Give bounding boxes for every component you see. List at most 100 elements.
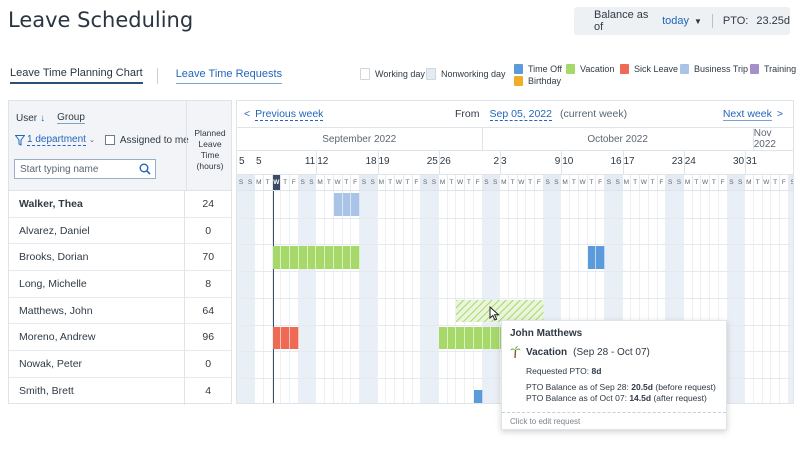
leave-bar-day[interactable] — [281, 326, 290, 350]
day-column[interactable] — [719, 191, 728, 403]
day-column[interactable] — [395, 191, 404, 403]
day-column[interactable] — [675, 191, 684, 403]
day-column[interactable] — [404, 191, 413, 403]
day-column[interactable] — [596, 191, 605, 403]
leave-bar-day[interactable] — [342, 193, 352, 216]
day-column[interactable] — [482, 191, 492, 403]
leave-bar-day[interactable] — [333, 193, 343, 216]
previous-week-label[interactable]: Previous week — [255, 108, 324, 121]
day-column[interactable] — [343, 191, 352, 403]
day-column[interactable] — [649, 191, 658, 403]
day-column[interactable] — [298, 191, 308, 403]
day-column[interactable] — [543, 191, 553, 403]
employee-row[interactable]: Alvarez, Daniel 0 — [9, 217, 231, 245]
leave-bar-day[interactable] — [351, 246, 360, 270]
leave-bar-day[interactable] — [298, 246, 308, 270]
day-column[interactable] — [780, 191, 789, 403]
day-column[interactable] — [237, 191, 246, 403]
day-column[interactable] — [745, 191, 754, 403]
day-column[interactable] — [754, 191, 763, 403]
leave-bar-day[interactable] — [290, 246, 299, 270]
day-column[interactable] — [378, 191, 387, 403]
day-column[interactable] — [788, 191, 793, 403]
day-column[interactable] — [666, 191, 675, 403]
day-column[interactable] — [368, 191, 378, 403]
search-icon[interactable] — [139, 163, 151, 175]
day-column[interactable] — [701, 191, 710, 403]
day-column[interactable] — [264, 191, 273, 403]
leave-bar-day[interactable] — [596, 246, 605, 270]
day-column[interactable] — [561, 191, 570, 403]
balance-date-select[interactable]: today — [662, 15, 690, 27]
employee-row[interactable]: Brooks, Dorian 70 — [9, 244, 231, 272]
search-input[interactable] — [15, 163, 133, 175]
leave-bar-day[interactable] — [473, 326, 483, 350]
day-column[interactable] — [307, 191, 317, 403]
leave-bar-day[interactable] — [482, 326, 492, 350]
tab-planning-chart[interactable]: Leave Time Planning Chart — [10, 67, 143, 84]
day-column[interactable] — [316, 191, 325, 403]
leave-bar-day[interactable] — [438, 326, 448, 350]
leave-tooltip[interactable]: John Matthews Vacation (Sep 28 - Oct 07)… — [501, 320, 727, 430]
leave-bar-day[interactable] — [456, 326, 465, 350]
day-column[interactable] — [518, 191, 527, 403]
day-column[interactable] — [255, 191, 264, 403]
leave-bar-day[interactable] — [290, 326, 299, 350]
day-column[interactable] — [413, 191, 422, 403]
day-column[interactable] — [763, 191, 772, 403]
day-column[interactable] — [325, 191, 334, 403]
group-link[interactable]: Group — [57, 112, 85, 124]
employee-row[interactable]: Matthews, John 64 — [9, 297, 231, 325]
leave-bar-day[interactable] — [316, 246, 325, 270]
leave-bar-day[interactable] — [473, 389, 483, 403]
day-column[interactable] — [430, 191, 439, 403]
day-column[interactable] — [246, 191, 255, 403]
leave-bar-day[interactable] — [342, 246, 352, 270]
leave-bar-day[interactable] — [447, 326, 457, 350]
day-column[interactable] — [658, 191, 667, 403]
leave-bar-day[interactable] — [333, 246, 343, 270]
day-column[interactable] — [439, 191, 448, 403]
day-column[interactable] — [386, 191, 395, 403]
employee-row[interactable]: Nowak, Peter 0 — [9, 351, 231, 378]
assigned-checkbox[interactable] — [104, 135, 115, 145]
day-column[interactable] — [281, 191, 290, 403]
day-column[interactable] — [727, 191, 737, 403]
day-column[interactable] — [710, 191, 719, 403]
day-column[interactable] — [693, 191, 702, 403]
department-filter[interactable]: 1 department — [27, 134, 86, 146]
day-column[interactable] — [474, 191, 483, 403]
day-column[interactable] — [640, 191, 649, 403]
day-column[interactable] — [351, 191, 360, 403]
day-column[interactable] — [448, 191, 457, 403]
day-column[interactable] — [570, 191, 579, 403]
day-column[interactable] — [456, 191, 465, 403]
pending-vacation-bar[interactable] — [456, 299, 544, 323]
caret-down-icon[interactable]: ▼ — [694, 16, 702, 26]
employee-row[interactable]: Long, Michelle 8 — [9, 271, 231, 298]
day-column[interactable] — [579, 191, 588, 403]
filter-icon[interactable] — [15, 134, 25, 146]
previous-week-button[interactable]: < Previous week — [244, 108, 324, 121]
chevron-left-icon[interactable]: < — [244, 108, 251, 120]
leave-bar-day[interactable] — [465, 326, 474, 350]
day-column[interactable] — [736, 191, 745, 403]
day-column[interactable] — [421, 191, 430, 403]
day-column[interactable] — [552, 191, 562, 403]
leave-bar-day[interactable] — [272, 326, 282, 350]
next-week-button[interactable]: Next week > — [722, 108, 783, 121]
tooltip-footer[interactable]: Click to edit request — [502, 412, 726, 430]
day-column[interactable] — [588, 191, 597, 403]
day-column[interactable] — [465, 191, 474, 403]
day-column[interactable] — [290, 191, 299, 403]
sort-user-button[interactable]: User — [16, 112, 38, 124]
day-column[interactable] — [613, 191, 623, 403]
day-column[interactable] — [273, 191, 282, 403]
day-column[interactable] — [526, 191, 535, 403]
chevron-down-icon[interactable]: ⌄ — [88, 137, 95, 144]
employee-row[interactable]: Smith, Brett 4 — [9, 377, 231, 405]
employee-row[interactable]: Moreno, Andrew 96 — [9, 324, 231, 352]
day-column[interactable] — [334, 191, 343, 403]
day-column[interactable] — [500, 191, 509, 403]
day-column[interactable] — [509, 191, 518, 403]
